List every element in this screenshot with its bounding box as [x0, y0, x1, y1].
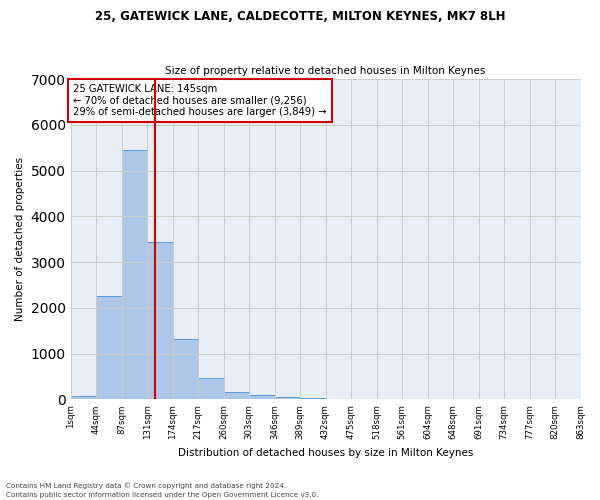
Bar: [96, 296, 122, 400]
Bar: [275, 396, 300, 400]
Bar: [224, 392, 249, 400]
Text: Contains HM Land Registry data © Crown copyright and database right 2024.: Contains HM Land Registry data © Crown c…: [6, 482, 286, 489]
Bar: [173, 340, 198, 400]
Bar: [300, 398, 326, 400]
Text: 25, GATEWICK LANE, CALDECOTTE, MILTON KEYNES, MK7 8LH: 25, GATEWICK LANE, CALDECOTTE, MILTON KE…: [95, 10, 505, 23]
Text: Contains public sector information licensed under the Open Government Licence v3: Contains public sector information licen…: [6, 492, 319, 498]
Bar: [147, 242, 173, 400]
Bar: [122, 150, 147, 400]
Text: 25 GATEWICK LANE: 145sqm
← 70% of detached houses are smaller (9,256)
29% of sem: 25 GATEWICK LANE: 145sqm ← 70% of detach…: [73, 84, 326, 117]
X-axis label: Distribution of detached houses by size in Milton Keynes: Distribution of detached houses by size …: [178, 448, 473, 458]
Bar: [71, 396, 96, 400]
Bar: [249, 396, 275, 400]
Bar: [198, 378, 224, 400]
Title: Size of property relative to detached houses in Milton Keynes: Size of property relative to detached ho…: [166, 66, 486, 76]
Y-axis label: Number of detached properties: Number of detached properties: [15, 157, 25, 322]
